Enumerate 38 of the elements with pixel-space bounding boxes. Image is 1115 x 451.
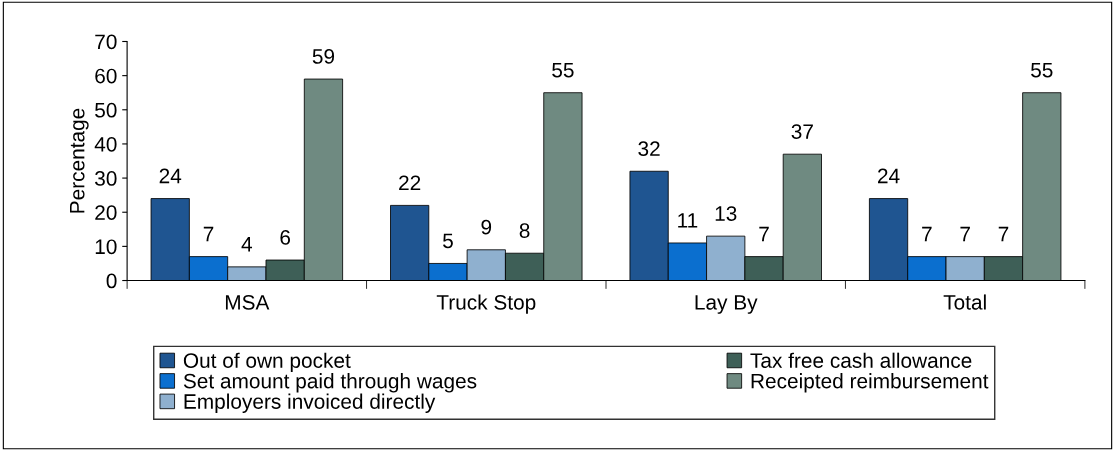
y-tick-label: 60: [95, 68, 117, 84]
data-label: 5: [443, 233, 453, 249]
y-tick-label: 0: [106, 273, 117, 289]
data-label: 7: [759, 226, 769, 242]
legend-label: Out of own pocket: [183, 352, 351, 373]
x-tick-label: Total: [943, 294, 986, 310]
legend-label: Set amount paid through wages: [183, 373, 477, 393]
data-label: 7: [998, 226, 1009, 242]
data-label: 32: [638, 141, 660, 157]
legend-label: Tax free cash allowance: [750, 352, 972, 368]
data-label: 55: [552, 62, 574, 78]
data-label: 6: [280, 230, 291, 245]
data-label: 13: [715, 206, 737, 221]
data-label: 7: [203, 226, 214, 242]
data-label: 24: [159, 168, 182, 184]
x-tick-label: Lay By: [695, 295, 758, 314]
data-label: 55: [1031, 62, 1053, 78]
data-label: 22: [399, 175, 421, 190]
x-tick-label: MSA: [225, 294, 270, 310]
data-label: 11: [678, 213, 698, 228]
data-label: 59: [312, 49, 335, 64]
data-label: 24: [878, 168, 900, 184]
y-tick-label: 40: [94, 136, 117, 152]
y-tick-label: 50: [95, 102, 117, 118]
data-label: 7: [960, 226, 970, 242]
data-label: 8: [519, 223, 530, 238]
data-label: 7: [922, 226, 932, 242]
y-axis-title: Percentage: [70, 108, 89, 213]
legend-label: Employers invoiced directly: [184, 393, 436, 414]
data-label: 37: [791, 124, 813, 139]
legend-label: Receipted reimbursement: [751, 373, 989, 393]
y-tick-label: 30: [95, 171, 117, 186]
y-tick-label: 20: [95, 205, 117, 220]
data-label: 9: [481, 219, 492, 235]
y-tick-label: 70: [95, 34, 117, 50]
x-tick-label: Truck Stop: [436, 294, 536, 314]
data-label: 4: [241, 237, 253, 252]
y-tick-label: 10: [95, 239, 117, 255]
